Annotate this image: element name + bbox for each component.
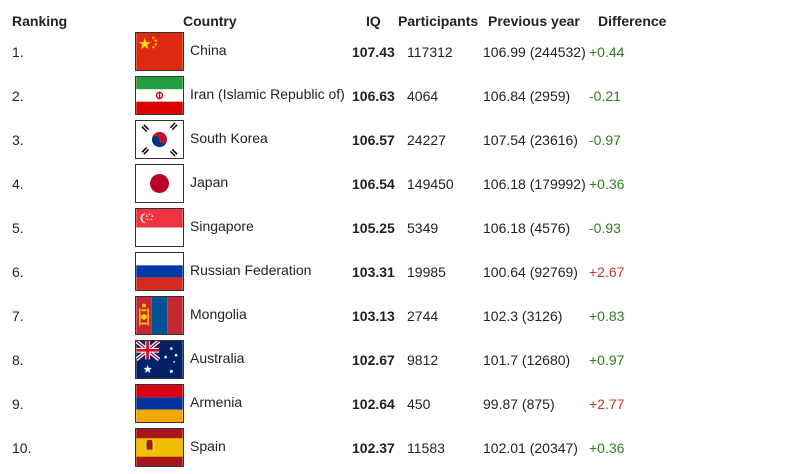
participants-value: 450 bbox=[407, 396, 431, 412]
rank-cell: 3. bbox=[12, 132, 24, 148]
rank-cell: 5. bbox=[12, 220, 24, 236]
japan-flag-icon bbox=[135, 164, 184, 203]
armenia-flag-icon bbox=[135, 384, 184, 423]
singapore-flag-icon bbox=[135, 208, 184, 247]
difference-value: +0.44 bbox=[589, 44, 625, 60]
previous-year-value: 106.18 (179992) bbox=[483, 176, 586, 192]
table-row: 9. Armenia 102.64 450 99.87 (875) +2.77 bbox=[0, 384, 807, 428]
iq-value: 106.57 bbox=[352, 132, 395, 148]
participants-value: 5349 bbox=[407, 220, 439, 236]
table-row: 8. Australia 102.67 9812 101.7 (12680) +… bbox=[0, 340, 807, 384]
country-name: South Korea bbox=[190, 130, 268, 146]
rank-cell: 9. bbox=[12, 396, 24, 412]
country-name: Russian Federation bbox=[190, 262, 312, 278]
rank-cell: 10. bbox=[12, 440, 32, 456]
participants-value: 2744 bbox=[407, 308, 439, 324]
rank-cell: 4. bbox=[12, 176, 24, 192]
previous-year-value: 106.18 (4576) bbox=[483, 220, 571, 236]
rank-cell: 7. bbox=[12, 308, 24, 324]
difference-value: +2.67 bbox=[589, 264, 625, 280]
column-header-iq: IQ bbox=[366, 13, 381, 29]
participants-value: 11583 bbox=[407, 440, 445, 456]
country-name: Armenia bbox=[190, 394, 243, 410]
table-row: 10. Spain 102.37 11583 102.01 (20347) +0… bbox=[0, 428, 807, 472]
rank-cell: 2. bbox=[12, 88, 24, 104]
country-name: Iran (Islamic Republic of) bbox=[190, 86, 345, 102]
column-header-ranking: Ranking bbox=[12, 13, 68, 29]
previous-year-value: 101.7 (12680) bbox=[483, 352, 571, 368]
iran-flag-icon bbox=[135, 76, 184, 115]
difference-value: -0.21 bbox=[589, 88, 621, 104]
previous-year-value: 102.3 (3126) bbox=[483, 308, 563, 324]
participants-value: 19985 bbox=[407, 264, 446, 280]
difference-value: +2.77 bbox=[589, 396, 625, 412]
country-name: Singapore bbox=[190, 218, 254, 234]
previous-year-value: 107.54 (23616) bbox=[483, 132, 578, 148]
south-korea-flag-icon bbox=[135, 120, 184, 159]
table-row: 5. Singapore 105.25 5349 106.18 (4576) -… bbox=[0, 208, 807, 252]
previous-year-value: 106.84 (2959) bbox=[483, 88, 571, 104]
rank-cell: 8. bbox=[12, 352, 24, 368]
difference-value: -0.97 bbox=[589, 132, 621, 148]
difference-value: +0.97 bbox=[589, 352, 625, 368]
iq-value: 106.63 bbox=[352, 88, 395, 104]
mongolia-flag-icon bbox=[135, 296, 184, 335]
country-name: Mongolia bbox=[190, 306, 247, 322]
participants-value: 117312 bbox=[407, 44, 453, 60]
iq-value: 106.54 bbox=[352, 176, 395, 192]
table-row: 7. Mongolia 103.13 2744 102.3 (3126) +0.… bbox=[0, 296, 807, 340]
iq-value: 102.64 bbox=[352, 396, 395, 412]
participants-value: 149450 bbox=[407, 176, 454, 192]
iq-value: 103.31 bbox=[352, 264, 395, 280]
iq-value: 102.67 bbox=[352, 352, 395, 368]
difference-value: +0.36 bbox=[589, 176, 625, 192]
table-row: 2. Iran (Islamic Republic of) 106.63 406… bbox=[0, 76, 807, 120]
participants-value: 24227 bbox=[407, 132, 446, 148]
participants-value: 9812 bbox=[407, 352, 439, 368]
country-name: Japan bbox=[190, 174, 229, 190]
difference-value: +0.36 bbox=[589, 440, 625, 456]
australia-flag-icon bbox=[135, 340, 184, 379]
iq-value: 103.13 bbox=[352, 308, 395, 324]
russia-flag-icon bbox=[135, 252, 184, 291]
column-header-previous-year: Previous year bbox=[488, 13, 580, 29]
iq-value: 107.43 bbox=[352, 44, 395, 60]
table-row: 4. Japan 106.54 149450 106.18 (179992) +… bbox=[0, 164, 807, 208]
participants-value: 4064 bbox=[407, 88, 439, 104]
table-row: 6. Russian Federation 103.31 19985 100.6… bbox=[0, 252, 807, 296]
column-header-difference: Difference bbox=[598, 13, 667, 29]
previous-year-value: 102.01 (20347) bbox=[483, 440, 578, 456]
country-name: Spain bbox=[190, 438, 226, 454]
table-row: 3. South Korea 106.57 24227 107.54 (2361… bbox=[0, 120, 807, 164]
china-flag-icon bbox=[135, 32, 184, 71]
rank-cell: 6. bbox=[12, 264, 24, 280]
country-name: China bbox=[190, 42, 227, 58]
rank-cell: 1. bbox=[12, 44, 24, 60]
table-row: 1. China 107.43 117312 106.99 (244532) +… bbox=[0, 32, 807, 76]
difference-value: +0.83 bbox=[589, 308, 625, 324]
iq-value: 105.25 bbox=[352, 220, 395, 236]
spain-flag-icon bbox=[135, 428, 184, 467]
previous-year-value: 99.87 (875) bbox=[483, 396, 555, 412]
difference-value: -0.93 bbox=[589, 220, 621, 236]
country-name: Australia bbox=[190, 350, 245, 366]
column-header-participants: Participants bbox=[398, 13, 479, 29]
column-header-country: Country bbox=[183, 13, 237, 29]
previous-year-value: 106.99 (244532) bbox=[483, 44, 586, 60]
previous-year-value: 100.64 (92769) bbox=[483, 264, 578, 280]
iq-value: 102.37 bbox=[352, 440, 395, 456]
